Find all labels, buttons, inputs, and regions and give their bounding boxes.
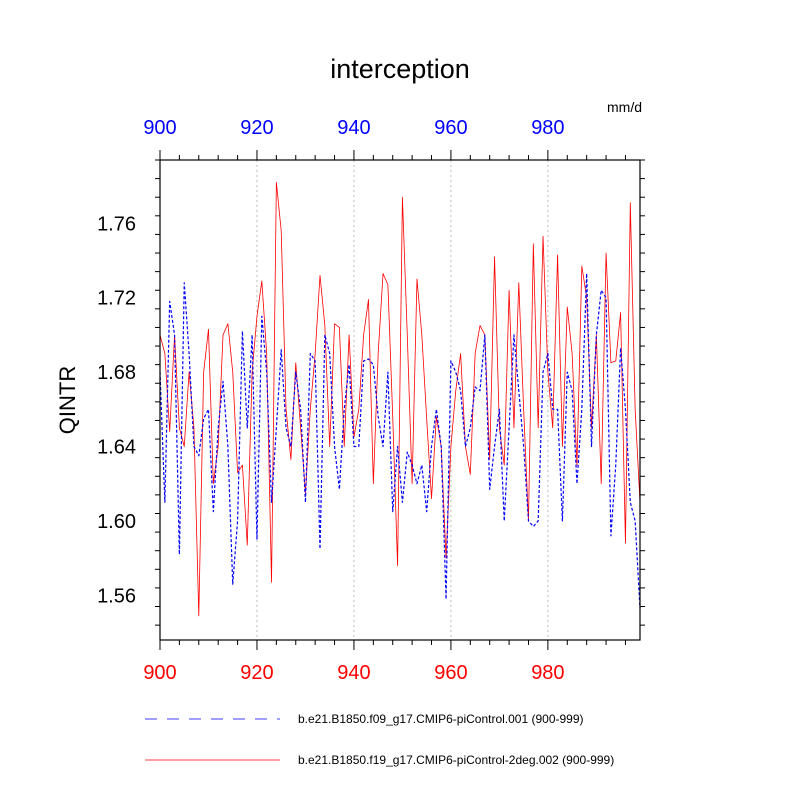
y-tick-label: 1.76 [97, 213, 136, 235]
x-tick-label-top: 900 [143, 117, 176, 139]
legend: b.e21.B1850.f09_g17.CMIP6-piControl.001 … [145, 712, 614, 767]
units-label: mm/d [607, 99, 642, 115]
y-tick-label: 1.64 [97, 437, 136, 459]
series-line-2 [159, 181, 641, 617]
y-tick-label: 1.60 [97, 511, 136, 533]
bottom-x-tick-labels: 900 920 940 960 980 [143, 662, 564, 684]
y-axis-label: QINTR [55, 366, 80, 434]
x-tick-label-top: 980 [531, 117, 564, 139]
y-tick-label: 1.56 [97, 585, 136, 607]
chart-title: interception [330, 54, 470, 84]
y-tick-labels: 1.56 1.60 1.64 1.68 1.72 1.76 [97, 213, 136, 607]
y-tick-label: 1.72 [97, 288, 136, 310]
legend-label-series-2: b.e21.B1850.f19_g17.CMIP6-piControl-2deg… [298, 753, 614, 767]
x-tick-label-bottom: 900 [143, 662, 176, 684]
legend-label-series-1: b.e21.B1850.f09_g17.CMIP6-piControl.001 … [298, 712, 584, 726]
plot-frame [159, 159, 641, 641]
x-tick-label-bottom: 980 [531, 662, 564, 684]
x-tick-label-bottom: 920 [240, 662, 273, 684]
series-lines [159, 181, 641, 617]
x-tick-label-top: 960 [434, 117, 467, 139]
series-line-1 [159, 272, 641, 609]
top-x-tick-labels: 900 920 940 960 980 [143, 117, 564, 139]
x-tick-label-bottom: 940 [337, 662, 370, 684]
grid-lines [256, 160, 549, 640]
axis-ticks [155, 150, 645, 650]
x-tick-label-top: 920 [240, 117, 273, 139]
y-tick-label: 1.68 [97, 362, 136, 384]
x-tick-label-bottom: 960 [434, 662, 467, 684]
x-tick-label-top: 940 [337, 117, 370, 139]
